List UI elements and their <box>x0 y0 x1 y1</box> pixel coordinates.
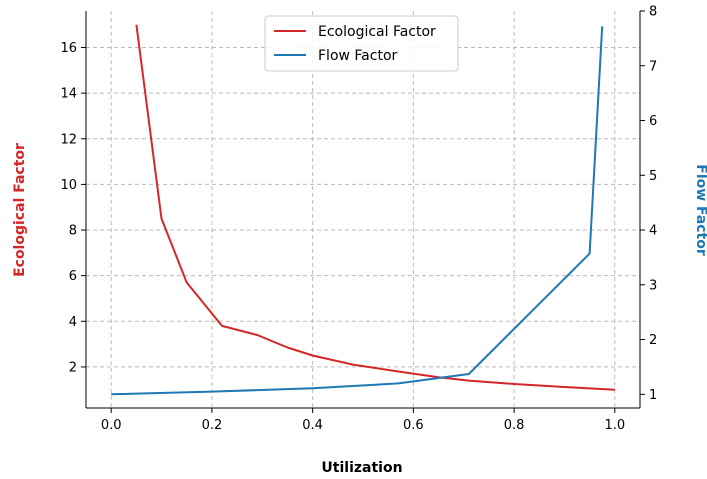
y-right-tick-label: 2 <box>649 333 657 348</box>
x-tick-label: 0.4 <box>302 418 323 433</box>
x-tick-label: 0.2 <box>202 418 223 433</box>
y-left-tick-label: 16 <box>60 41 77 56</box>
y-left-tick-label: 2 <box>69 360 77 375</box>
y-left-tick-label: 14 <box>60 87 77 102</box>
legend: Ecological Factor Flow Factor <box>264 15 459 72</box>
x-tick-label: 0.6 <box>403 418 424 433</box>
y-right-tick-label: 6 <box>649 114 657 129</box>
legend-label-flow-factor: Flow Factor <box>318 48 398 64</box>
y-right-tick-label: 3 <box>649 278 657 293</box>
series-line-flow-factor <box>111 26 604 396</box>
y-left-tick-label: 6 <box>69 269 77 284</box>
x-tick-label: 0.8 <box>504 418 525 433</box>
y-left-tick-label: 8 <box>69 224 77 239</box>
y-right-tick-label: 1 <box>649 388 657 403</box>
y-left-tick-label: 10 <box>60 178 77 193</box>
left-y-axis-title: Ecological Factor <box>12 143 28 277</box>
y-right-tick-label: 4 <box>649 224 657 239</box>
series-layer <box>111 24 615 396</box>
y-right-ticks: 1 2 3 4 5 6 7 8 <box>640 5 657 403</box>
legend-frame <box>264 15 459 72</box>
x-ticks: 0.0 0.2 0.4 0.6 0.8 1.0 <box>101 408 625 433</box>
y-right-tick-label: 5 <box>649 169 657 184</box>
x-axis-title: Utilization <box>321 460 402 476</box>
y-left-tick-label: 12 <box>60 132 77 147</box>
y-right-tick-label: 7 <box>649 59 657 74</box>
x-tick-label: 1.0 <box>604 418 625 433</box>
axes <box>85 11 641 409</box>
y-left-tick-label: 4 <box>69 315 77 330</box>
y-left-ticks: 2 4 6 8 10 12 14 16 <box>60 41 86 375</box>
series-line-ecological-factor <box>135 24 615 391</box>
y-right-tick-label: 8 <box>649 5 657 20</box>
right-y-axis-title: Flow Factor <box>693 164 707 256</box>
x-tick-label: 0.0 <box>101 418 122 433</box>
legend-label-ecological-factor: Ecological Factor <box>318 24 436 40</box>
